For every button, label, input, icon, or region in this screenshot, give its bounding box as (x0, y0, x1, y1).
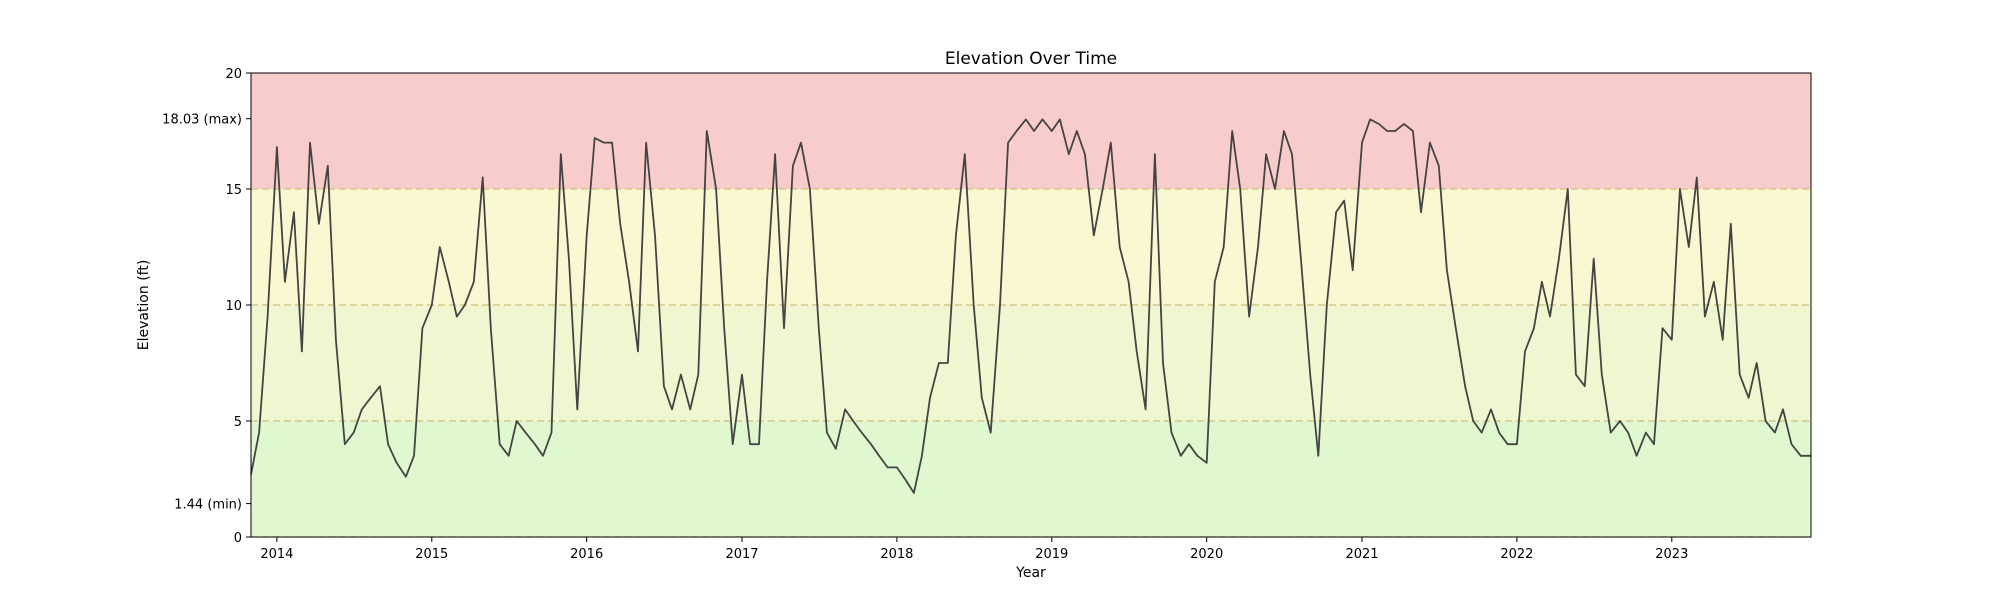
x-tick-label-2019: 2019 (1035, 547, 1068, 562)
y-axis-ticks: 0 1.44 (min) 5 10 15 18.03 (max) 20 (162, 67, 251, 546)
zone-band-3 (251, 73, 1811, 189)
zone-band-1 (251, 305, 1811, 421)
x-tick-label-2022: 2022 (1500, 547, 1533, 562)
x-tick-label-2021: 2021 (1345, 547, 1378, 562)
y-tick-label-1.44: 1.44 (min) (174, 498, 242, 513)
y-tick-label-20: 20 (225, 67, 242, 82)
y-tick-label-0: 0 (234, 531, 242, 546)
chart-title: Elevation Over Time (945, 49, 1117, 69)
y-tick-label-10: 10 (225, 299, 242, 314)
y-tick-label-15: 15 (225, 183, 242, 198)
elevation-zone-bands (251, 73, 1811, 537)
x-axis-label: Year (1015, 565, 1046, 581)
y-tick-label-18.03: 18.03 (max) (162, 113, 242, 128)
x-tick-label-2014: 2014 (260, 547, 293, 562)
zone-band-0 (251, 421, 1811, 537)
y-axis-label: Elevation (ft) (136, 260, 152, 351)
zone-band-2 (251, 189, 1811, 305)
x-tick-label-2023: 2023 (1655, 547, 1688, 562)
elevation-line (250, 118, 1811, 494)
x-tick-label-2020: 2020 (1190, 547, 1223, 562)
x-axis-ticks: 2014 2015 2016 2017 2018 2019 2020 2021 2022 2023 (260, 537, 1688, 562)
x-tick-label-2016: 2016 (570, 547, 603, 562)
x-tick-label-2017: 2017 (725, 547, 758, 562)
x-tick-label-2015: 2015 (415, 547, 448, 562)
data-series (250, 118, 1811, 494)
x-tick-label-2018: 2018 (880, 547, 913, 562)
y-tick-label-5: 5 (234, 415, 242, 430)
